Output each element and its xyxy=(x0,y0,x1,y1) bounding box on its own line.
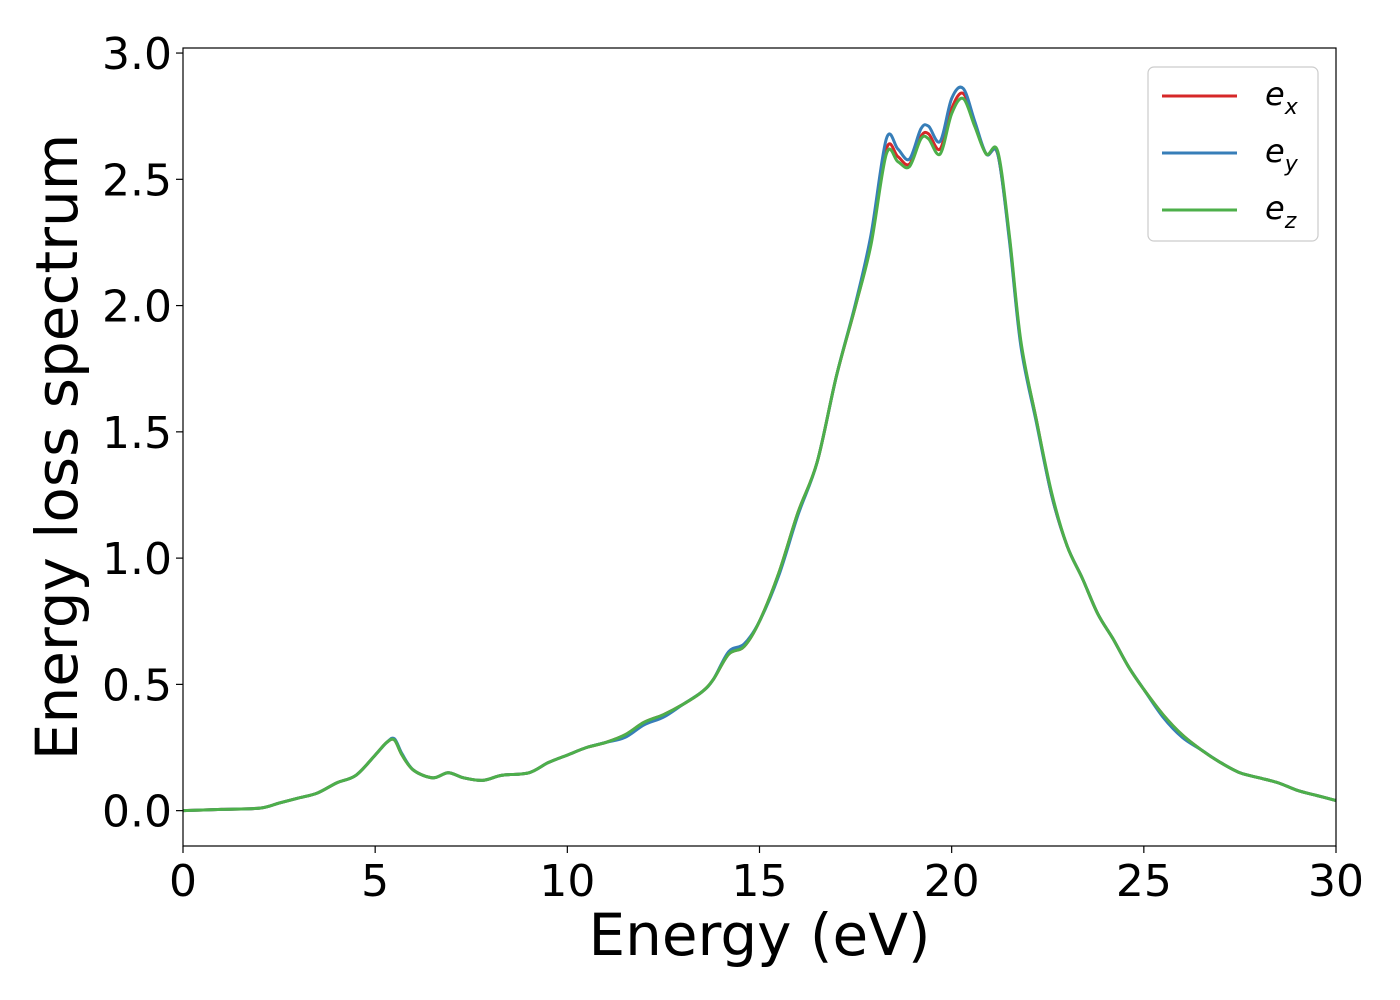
legend-label-base: e xyxy=(1265,189,1285,227)
y-tick-label: 0.5 xyxy=(102,660,172,711)
x-tick-label: 10 xyxy=(539,856,595,907)
x-tick-label: 0 xyxy=(169,856,197,907)
legend-label-x: ex xyxy=(1265,75,1299,120)
legend-label-base: e xyxy=(1265,75,1285,113)
y-tick-label: 2.0 xyxy=(102,282,172,333)
y-tick-label: 2.5 xyxy=(102,155,172,206)
y-axis: 0.0 0.5 1.0 1.5 2.0 2.5 3.0 xyxy=(102,29,183,838)
series-line-z xyxy=(182,96,1337,813)
legend-label-subscript: y xyxy=(1284,152,1299,177)
y-tick-label: 3.0 xyxy=(102,29,172,80)
x-tick-label: 5 xyxy=(361,856,389,907)
x-axis: 0 5 10 15 20 25 30 xyxy=(169,846,1364,907)
legend-label-z: ez xyxy=(1265,189,1297,234)
y-tick-label: 1.0 xyxy=(102,534,172,585)
series-lines xyxy=(182,85,1337,813)
x-axis-label: Energy (eV) xyxy=(588,901,930,969)
x-tick-label: 15 xyxy=(732,856,788,907)
y-axis-label: Energy loss spectrum xyxy=(23,134,91,760)
x-tick-label: 25 xyxy=(1116,856,1172,907)
x-tick-label: 20 xyxy=(924,856,980,907)
legend-label-subscript: z xyxy=(1284,209,1297,234)
legend-label-base: e xyxy=(1265,132,1285,170)
x-tick-label: 30 xyxy=(1308,856,1364,907)
legend-label-subscript: x xyxy=(1284,95,1299,120)
y-tick-label: 0.0 xyxy=(102,787,172,838)
y-tick-label: 1.5 xyxy=(102,408,172,459)
legend-label-y: ey xyxy=(1265,132,1299,177)
